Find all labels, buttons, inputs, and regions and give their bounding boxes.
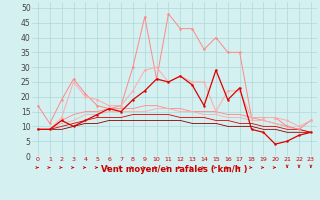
X-axis label: Vent moyen/en rafales ( km/h ): Vent moyen/en rafales ( km/h ) bbox=[101, 165, 248, 174]
